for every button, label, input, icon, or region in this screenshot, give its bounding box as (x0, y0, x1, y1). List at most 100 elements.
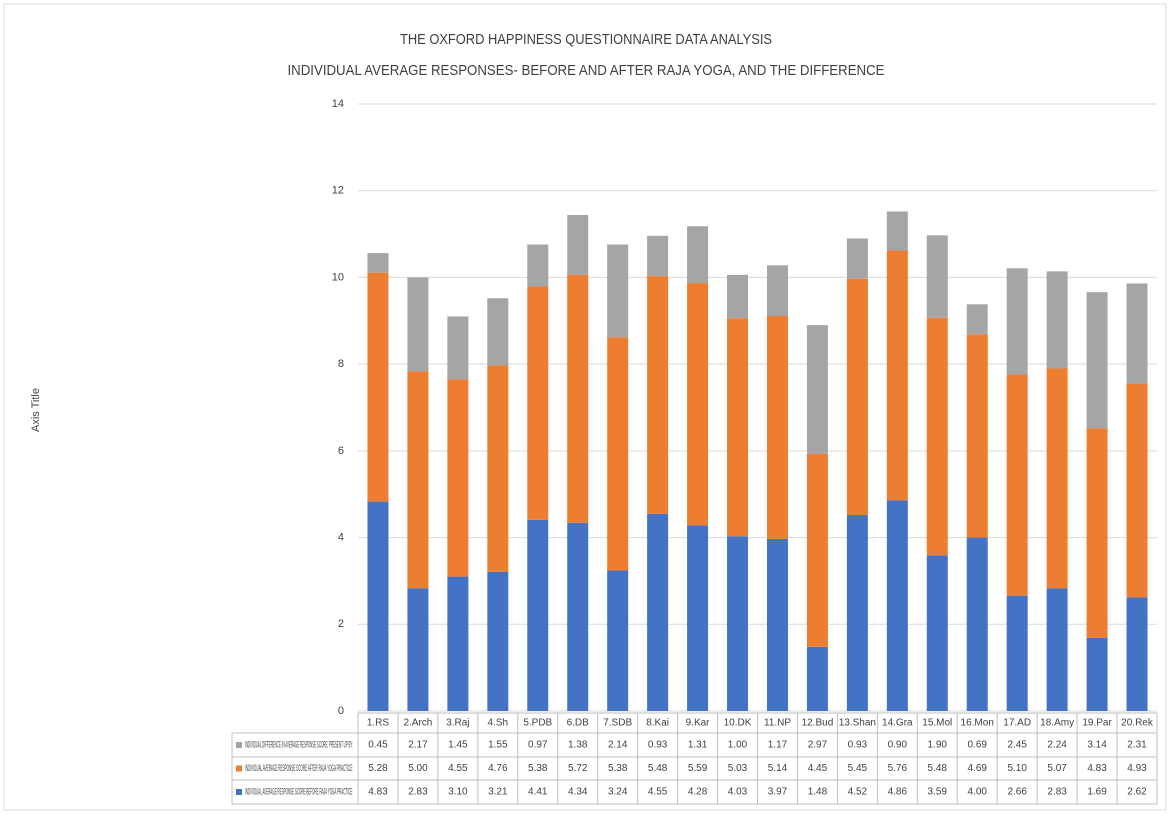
bar-segment (806, 646, 828, 711)
table-value: 1.17 (768, 740, 788, 751)
bar-segment (487, 571, 509, 711)
table-value: 2.31 (1127, 740, 1147, 751)
table-value: 3.14 (1087, 740, 1107, 751)
table-value: 5.45 (848, 763, 868, 774)
table-value: 4.55 (448, 763, 468, 774)
table-value: 5.10 (1007, 763, 1027, 774)
bar-segment (766, 265, 788, 317)
x-tick-label: 19.Par (1082, 718, 1112, 729)
bar-segment (447, 316, 469, 380)
table-value: 2.14 (608, 740, 628, 751)
x-tick-label: 3.Raj (446, 718, 469, 729)
y-tick-label: 10 (332, 271, 344, 283)
bar-segment (886, 250, 908, 501)
bar-segment (926, 235, 948, 318)
table-value: 5.07 (1047, 763, 1067, 774)
table-value: 2.17 (408, 740, 428, 751)
table-value: 4.76 (488, 763, 508, 774)
x-tick-label: 11.NP (764, 718, 791, 729)
table-value: 1.55 (488, 740, 508, 751)
bar-segment (1086, 292, 1108, 429)
bar-segment (527, 519, 549, 711)
table-value: 0.90 (888, 740, 908, 751)
legend-swatch (236, 765, 242, 772)
table-value: 2.83 (1047, 787, 1067, 798)
x-tick-label: 8.Kai (646, 718, 669, 729)
bar-segment (1006, 268, 1028, 375)
bar-segment (806, 453, 828, 647)
table-value: 5.59 (688, 763, 708, 774)
table-value: 1.31 (688, 740, 708, 751)
x-tick-label: 13.Shan (839, 718, 876, 729)
table-value: 1.38 (568, 740, 588, 751)
bar-segment (966, 537, 988, 711)
bar-segment (766, 316, 788, 539)
bar-segment (1126, 383, 1148, 598)
legend-label: INDIVIDUAL AVERAGE RESPONSE SCORE AFTER … (245, 763, 353, 773)
bar-segment (447, 379, 469, 577)
table-value: 3.97 (768, 787, 788, 798)
bar-segment (1126, 597, 1148, 711)
bar-segment (846, 515, 868, 711)
table-value: 0.97 (528, 740, 548, 751)
table-value: 0.93 (848, 740, 868, 751)
bar-segment (1126, 283, 1148, 384)
table-value: 2.83 (408, 787, 428, 798)
table-value: 4.00 (967, 787, 987, 798)
bar-segment (926, 317, 948, 556)
x-tick-label: 15.Mol (922, 718, 952, 729)
table-value: 3.59 (928, 787, 948, 798)
bar-segment (846, 238, 868, 279)
legend-swatch (236, 742, 242, 748)
y-tick-label: 4 (338, 531, 344, 543)
x-tick-label: 5.PDB (523, 718, 552, 729)
legend-label: INDIVIDUAL DIFFERENCE IN AVERAGE RESPONS… (245, 739, 353, 749)
bar-segment (1046, 588, 1068, 711)
bar-segment (407, 371, 429, 589)
table-value: 5.03 (728, 763, 748, 774)
table-value: 2.24 (1047, 740, 1067, 751)
y-tick-label: 2 (338, 618, 344, 630)
table-value: 5.28 (368, 763, 388, 774)
table-value: 5.48 (928, 763, 948, 774)
table-value: 5.38 (528, 763, 548, 774)
bar-segment (567, 214, 589, 275)
bar-segment (1046, 368, 1068, 589)
bar-segment (647, 513, 669, 711)
bar-segment (687, 226, 709, 284)
x-tick-label: 2.Arch (403, 718, 432, 729)
bar-segment (966, 304, 988, 335)
table-value: 4.93 (1127, 763, 1147, 774)
bar-segment (647, 276, 669, 514)
bar-segment (966, 334, 988, 538)
bar-segment (886, 211, 908, 251)
bar-segment (607, 337, 629, 571)
chart-subtitle: INDIVIDUAL AVERAGE RESPONSES- BEFORE AND… (288, 62, 885, 79)
table-value: 0.69 (967, 740, 987, 751)
x-tick-label: 9.Kar (686, 718, 711, 729)
bar-segment (607, 244, 629, 338)
table-value: 4.45 (808, 763, 828, 774)
bar-segment (367, 501, 389, 711)
bar-segment (766, 538, 788, 711)
bar-segment (567, 274, 589, 523)
chart-border (3, 3, 1167, 811)
bar-segment (886, 500, 908, 711)
table-value: 4.52 (848, 787, 868, 798)
chart-title: THE OXFORD HAPPINESS QUESTIONNAIRE DATA … (400, 31, 772, 48)
bar-segment (687, 283, 709, 526)
x-tick-label: 17.AD (1003, 718, 1031, 729)
x-tick-label: 12.Bud (802, 718, 834, 729)
bar-segment (1086, 428, 1108, 638)
table-value: 2.97 (808, 740, 828, 751)
y-axis-title: Axis Title (30, 388, 42, 432)
table-value: 0.93 (648, 740, 668, 751)
bar-segment (487, 298, 509, 366)
table-value: 1.00 (728, 740, 748, 751)
y-tick-label: 6 (338, 445, 344, 457)
y-tick-label: 12 (332, 185, 344, 197)
table-value: 5.72 (568, 763, 588, 774)
x-tick-label: 10.DK (724, 718, 752, 729)
bar-segment (727, 274, 749, 319)
